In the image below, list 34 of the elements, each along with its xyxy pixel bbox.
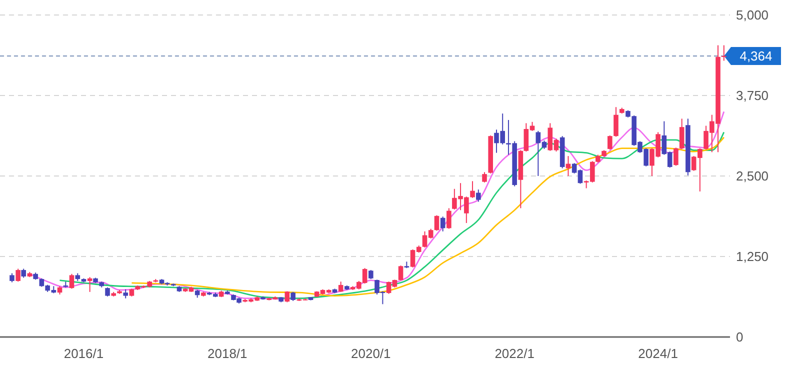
x-tick-label: 2016/1 bbox=[64, 346, 104, 361]
y-tick-label: 1,250 bbox=[736, 249, 769, 264]
candlestick bbox=[608, 134, 612, 150]
x-tick-label: 2020/1 bbox=[351, 346, 391, 361]
candlestick bbox=[614, 106, 618, 138]
candlestick bbox=[446, 208, 452, 230]
y-tick-label: 5,000 bbox=[736, 8, 769, 23]
y-tick-label: 0 bbox=[736, 330, 744, 345]
candlestick bbox=[482, 172, 487, 183]
candlestick bbox=[566, 156, 571, 176]
candlestick bbox=[476, 189, 481, 202]
candlestick bbox=[69, 273, 74, 290]
candlestick bbox=[434, 214, 440, 232]
candlestick bbox=[440, 216, 446, 232]
candlestick bbox=[16, 268, 20, 282]
candlestick bbox=[87, 276, 92, 292]
y-tick-label: 2,500 bbox=[736, 168, 769, 184]
candlestick bbox=[368, 270, 374, 280]
candlestick bbox=[470, 180, 475, 198]
candlestick bbox=[10, 272, 14, 283]
x-tick-label: 2024/1 bbox=[638, 346, 678, 361]
x-tick-label: 2022/1 bbox=[494, 346, 534, 361]
candlestick bbox=[674, 147, 678, 166]
candlestick bbox=[338, 281, 344, 292]
candlestick bbox=[21, 268, 26, 278]
y-tick-label: 3,750 bbox=[736, 88, 769, 104]
candlestick bbox=[105, 286, 110, 297]
candlestick bbox=[398, 265, 404, 281]
candlestick bbox=[679, 118, 684, 150]
candlestick bbox=[123, 288, 128, 299]
candlestick bbox=[722, 44, 726, 62]
x-tick-label: 2018/1 bbox=[208, 346, 248, 361]
ref-line-label: 4,364 bbox=[740, 48, 772, 64]
candlestick bbox=[290, 291, 296, 302]
